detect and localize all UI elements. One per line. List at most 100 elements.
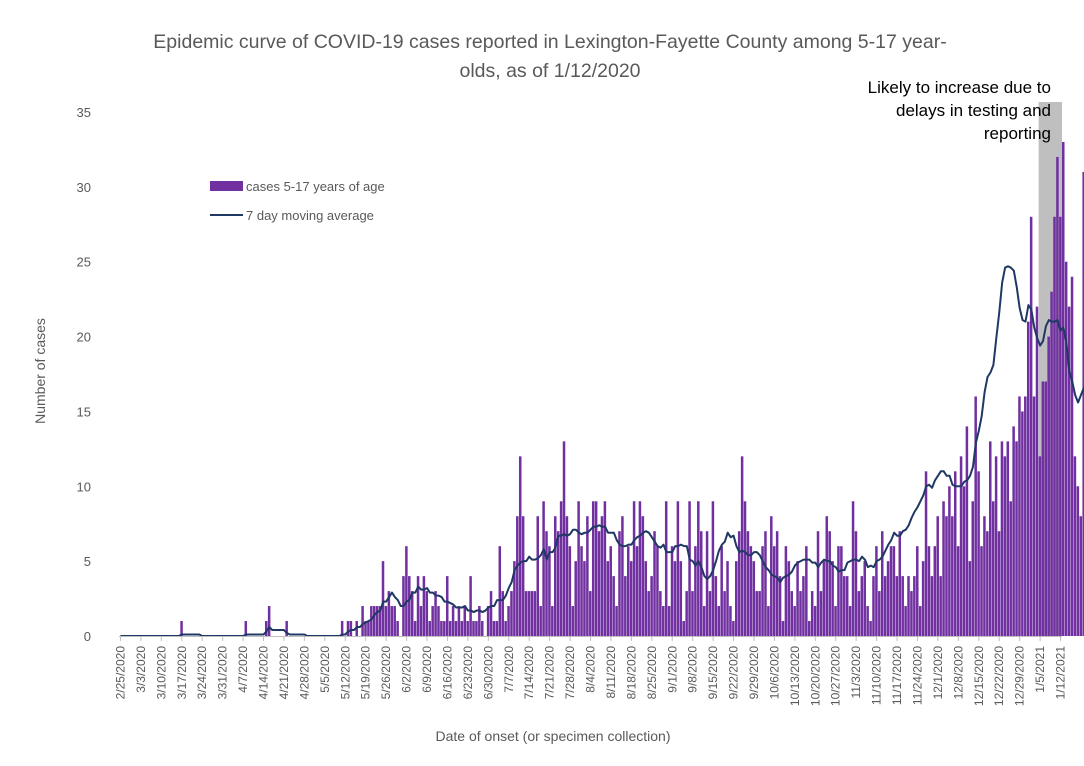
bar-105 — [425, 591, 429, 636]
x-tick-label-41: 12/8/2020 — [951, 646, 965, 700]
bar-261 — [880, 531, 884, 636]
annotation-line-2: delays in testing and — [896, 101, 1051, 120]
bar-243 — [828, 531, 831, 636]
bar-202 — [708, 591, 712, 636]
bar-163 — [594, 501, 598, 636]
bar-156 — [574, 561, 577, 636]
bar-267 — [898, 531, 902, 636]
bar-142 — [533, 591, 537, 636]
y-tick-label-35: 35 — [77, 105, 91, 120]
bar-210 — [732, 621, 735, 636]
bar-321 — [1056, 156, 1059, 636]
bar-79 — [349, 621, 353, 636]
legend-swatch-bar — [210, 181, 243, 191]
bar-314 — [1035, 306, 1039, 636]
x-tick-label-10: 5/5/2020 — [318, 646, 332, 693]
x-tick-label-16: 6/16/2020 — [440, 646, 454, 700]
bar-150 — [556, 531, 560, 636]
bar-161 — [589, 591, 592, 636]
bar-116 — [457, 606, 461, 636]
bar-236 — [808, 621, 811, 636]
bar-178 — [638, 501, 642, 636]
y-tick-label-5: 5 — [84, 554, 91, 569]
bars-layer — [180, 141, 1084, 637]
bar-139 — [524, 591, 528, 636]
x-tick-label-5: 3/31/2020 — [216, 646, 230, 700]
bar-119 — [466, 621, 469, 636]
bar-218 — [755, 591, 758, 636]
bar-312 — [1029, 216, 1033, 637]
x-tick-label-6: 4/7/2020 — [236, 646, 250, 693]
bar-226 — [778, 576, 782, 636]
moving-average-layer — [120, 265, 1084, 637]
bar-265 — [892, 546, 896, 636]
annotation: Likely to increase due to delays in test… — [868, 78, 1051, 143]
bar-195 — [688, 501, 691, 636]
bar-196 — [691, 591, 694, 636]
bar-204 — [714, 576, 718, 636]
bar-135 — [513, 561, 516, 636]
bar-179 — [641, 516, 645, 636]
bar-167 — [606, 561, 610, 636]
y-tick-label-15: 15 — [77, 404, 91, 419]
moving-average-line — [120, 265, 1084, 637]
bar-313 — [1032, 396, 1036, 636]
bar-317 — [1044, 381, 1047, 636]
bar-276 — [924, 471, 928, 636]
bar-174 — [626, 546, 630, 636]
bar-238 — [813, 606, 817, 636]
bar-88 — [375, 606, 379, 636]
x-tick-label-11: 5/12/2020 — [338, 646, 352, 700]
bar-191 — [676, 501, 680, 636]
bar-92 — [387, 591, 391, 636]
bar-168 — [609, 546, 612, 636]
bar-188 — [667, 606, 671, 636]
bar-180 — [644, 561, 648, 636]
bar-288 — [959, 456, 963, 636]
bar-282 — [942, 501, 945, 636]
bar-221 — [764, 531, 767, 636]
bar-187 — [664, 501, 668, 636]
bar-318 — [1047, 336, 1050, 636]
bar-124 — [481, 621, 484, 636]
bar-263 — [886, 561, 890, 636]
bar-118 — [463, 606, 467, 636]
bar-108 — [434, 591, 437, 636]
bar-190 — [673, 561, 677, 636]
bar-78 — [346, 621, 350, 636]
bar-274 — [918, 606, 922, 636]
bar-186 — [662, 606, 665, 636]
bar-273 — [916, 546, 919, 636]
bar-248 — [843, 576, 846, 636]
bar-110 — [440, 621, 443, 636]
bar-151 — [559, 501, 563, 636]
legend-label-line: 7 day moving average — [246, 208, 374, 223]
bar-136 — [516, 516, 519, 636]
bar-279 — [933, 546, 937, 636]
x-tick-label-28: 9/8/2020 — [686, 646, 700, 693]
bar-224 — [772, 546, 776, 636]
bar-113 — [448, 621, 452, 636]
bar-171 — [618, 531, 621, 636]
bar-229 — [787, 561, 791, 636]
bar-160 — [586, 516, 589, 636]
bar-95 — [396, 621, 399, 636]
bar-176 — [632, 501, 636, 636]
x-tick-label-37: 11/10/2020 — [870, 646, 884, 705]
bar-111 — [443, 621, 446, 636]
y-tick-label-25: 25 — [77, 255, 91, 270]
bar-144 — [539, 606, 542, 636]
bar-300 — [994, 456, 998, 636]
bar-86 — [370, 606, 373, 636]
bar-126 — [486, 606, 490, 636]
bar-258 — [872, 576, 875, 636]
y-tick-label-20: 20 — [77, 330, 91, 345]
x-tick-label-13: 5/26/2020 — [379, 646, 393, 700]
bar-219 — [758, 591, 761, 636]
bar-117 — [460, 621, 464, 636]
bar-50 — [264, 621, 268, 636]
bar-308 — [1018, 396, 1021, 636]
bar-112 — [445, 576, 449, 636]
bar-158 — [580, 546, 583, 636]
bar-231 — [793, 606, 796, 636]
